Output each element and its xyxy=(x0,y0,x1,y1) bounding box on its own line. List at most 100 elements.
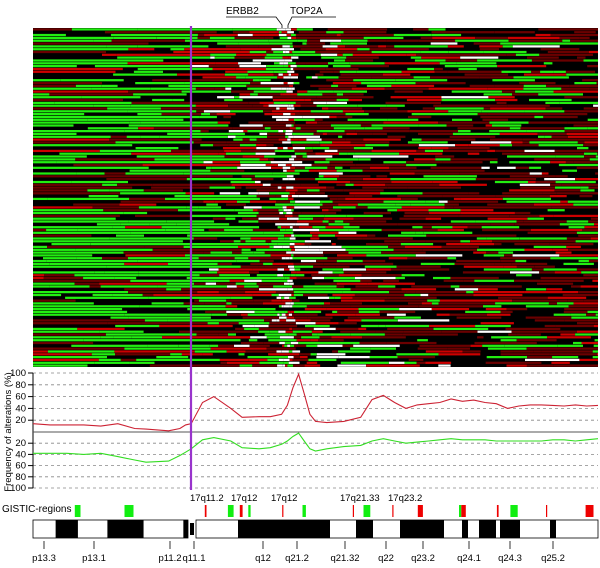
heatmap-segment xyxy=(294,118,315,121)
heatmap-segment xyxy=(555,324,594,328)
heatmap-segment xyxy=(296,96,317,99)
heatmap-segment xyxy=(313,132,323,136)
heatmap-segment xyxy=(387,341,437,345)
gistic-amp-region xyxy=(496,505,499,517)
heatmap-segment xyxy=(327,166,335,169)
heatmap-segment xyxy=(460,197,503,201)
heatmap-segment xyxy=(592,279,598,282)
heatmap-segment xyxy=(271,166,283,169)
heatmap-segment xyxy=(193,237,218,240)
heatmap-segment xyxy=(345,197,401,201)
heatmap-segment xyxy=(577,141,585,144)
y-tick-label: 40 xyxy=(15,403,26,414)
ideogram-band xyxy=(77,520,108,538)
heatmap-segment xyxy=(343,50,372,54)
heatmap-segment xyxy=(589,158,598,161)
heatmap-segment xyxy=(290,341,299,345)
heatmap-segment xyxy=(298,195,328,198)
heatmap-segment xyxy=(500,42,529,45)
heatmap-segment xyxy=(573,302,598,305)
heatmap-segment xyxy=(583,299,598,302)
heatmap-segment xyxy=(33,285,50,288)
heatmap-segment xyxy=(288,178,296,181)
heatmap-segment xyxy=(431,31,441,34)
heatmap-segment xyxy=(217,96,235,99)
heatmap-segment xyxy=(288,163,292,167)
heatmap-segment xyxy=(284,344,288,347)
heatmap-segment xyxy=(113,36,157,40)
heatmap-segment xyxy=(84,305,127,308)
heatmap-segment xyxy=(475,324,511,328)
heatmap-segment xyxy=(361,319,398,322)
heatmap-segment xyxy=(458,214,510,218)
heatmap-segment xyxy=(411,113,437,116)
heatmap-segment xyxy=(115,319,145,322)
heatmap-segment xyxy=(494,31,535,34)
heatmap-segment xyxy=(293,203,323,206)
heatmap-segment xyxy=(33,36,114,40)
heatmap-segment xyxy=(33,211,124,215)
heatmap-segment xyxy=(533,350,542,353)
heatmap-segment xyxy=(310,319,331,322)
gistic-amp-region xyxy=(546,505,548,517)
heatmap-segment xyxy=(487,113,543,116)
heatmap-segment xyxy=(483,268,532,271)
band-label: q21.32 xyxy=(330,553,359,564)
heatmap-segment xyxy=(266,65,284,68)
heatmap-segment xyxy=(89,285,101,288)
heatmap-segment xyxy=(355,313,380,316)
heatmap-segment xyxy=(301,211,309,215)
heatmap-segment xyxy=(439,299,464,302)
heatmap-segment xyxy=(33,45,107,48)
heatmap-segment xyxy=(516,265,535,268)
heatmap-segment xyxy=(285,135,289,138)
heatmap-segment xyxy=(534,115,544,119)
heatmap-segment xyxy=(302,42,307,45)
heatmap-segment xyxy=(242,316,273,319)
heatmap-segment xyxy=(342,344,354,347)
heatmap-segment xyxy=(329,147,354,150)
heatmap-segment xyxy=(300,48,326,51)
heatmap-segment xyxy=(248,192,259,195)
heatmap-segment xyxy=(378,285,396,288)
heatmap-segment xyxy=(515,259,527,263)
heatmap-segment xyxy=(515,166,530,169)
heatmap-segment xyxy=(540,276,559,280)
heatmap-segment xyxy=(269,322,296,325)
heatmap-segment xyxy=(318,113,346,116)
heatmap-segment xyxy=(350,180,392,184)
heatmap-segment xyxy=(286,186,294,189)
heatmap-segment xyxy=(287,279,293,282)
heatmap-segment xyxy=(216,113,236,116)
heatmap-segment xyxy=(240,237,251,240)
heatmap-segment xyxy=(420,262,455,266)
heatmap-segment xyxy=(247,356,275,359)
heatmap-segment xyxy=(314,282,337,285)
heatmap-segment xyxy=(43,257,77,260)
heatmap-segment xyxy=(580,186,589,189)
heatmap-segment xyxy=(485,124,492,127)
ideogram-band xyxy=(356,520,373,538)
heatmap-segment xyxy=(284,282,290,285)
heatmap-segment xyxy=(361,274,371,277)
heatmap-segment xyxy=(334,104,358,107)
heatmap-segment xyxy=(318,339,344,342)
heatmap-segment xyxy=(498,251,514,254)
heatmap-segment xyxy=(106,265,161,268)
heatmap-segment xyxy=(204,302,227,305)
heatmap-segment xyxy=(348,96,374,99)
heatmap-segment xyxy=(100,285,158,288)
heatmap-segment xyxy=(528,121,568,124)
heatmap-segment xyxy=(362,237,380,240)
heatmap-segment xyxy=(33,28,50,31)
heatmap-segment xyxy=(204,33,222,37)
ideogram-band xyxy=(468,520,479,538)
heatmap-segment xyxy=(512,299,568,302)
heatmap-segment xyxy=(414,59,446,62)
heatmap-segment xyxy=(355,130,410,133)
heatmap-segment xyxy=(538,206,552,209)
heatmap-segment xyxy=(407,67,435,71)
heatmap-segment xyxy=(240,161,271,164)
heatmap-segment xyxy=(408,115,432,119)
heatmap-segment xyxy=(119,203,157,206)
